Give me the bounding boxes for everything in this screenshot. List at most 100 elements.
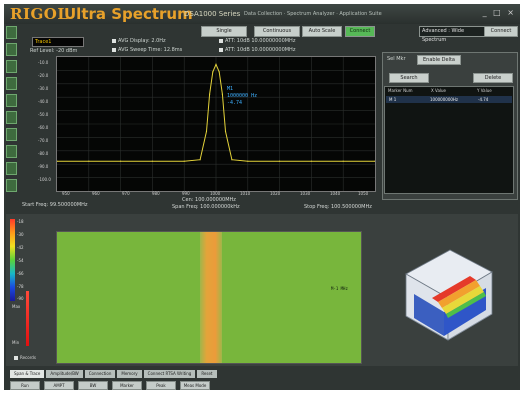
records-label: Records bbox=[20, 355, 36, 360]
marker-panel-title: Sel Mkr bbox=[387, 56, 406, 62]
single-sweep-button[interactable]: Single bbox=[201, 26, 247, 37]
x-tick: 980 bbox=[152, 191, 160, 196]
y-value-cell: -4.74 bbox=[478, 97, 489, 102]
scale-tick: -42 bbox=[17, 245, 24, 250]
file-icon[interactable] bbox=[6, 26, 17, 39]
display-icon[interactable] bbox=[6, 162, 17, 175]
meas-mode-button[interactable]: Meas Mode bbox=[180, 381, 210, 390]
function-keys: Run AMPT BW Marker Peak Meas Mode bbox=[10, 381, 214, 390]
avg-display-label: AVG Display: 2.0Hz bbox=[118, 38, 166, 44]
trace-point bbox=[120, 160, 122, 162]
cursor-icon[interactable] bbox=[6, 94, 17, 107]
trace-point bbox=[88, 160, 90, 162]
marker-button[interactable]: Marker bbox=[112, 381, 142, 390]
brand-logo: RIGOL bbox=[10, 5, 69, 23]
continuous-sweep-button[interactable]: Continuous bbox=[254, 26, 300, 37]
stop-frequency: Stop Freq: 100.500000MHz bbox=[304, 204, 372, 210]
trace-point bbox=[310, 160, 312, 162]
trace-point bbox=[221, 93, 223, 95]
delta-select[interactable]: Enable Delta bbox=[417, 55, 461, 65]
trace-point bbox=[199, 159, 201, 161]
tab-span-trace[interactable]: Span & Trace bbox=[10, 370, 45, 378]
ampt-button[interactable]: AMPT bbox=[44, 381, 74, 390]
level-scale bbox=[26, 291, 29, 346]
print-icon[interactable] bbox=[6, 60, 17, 73]
trace-point bbox=[209, 93, 211, 95]
application-window: RIGOL Ultra Spectrum DSA1000 Series Data… bbox=[4, 4, 520, 390]
trace-icon[interactable] bbox=[6, 128, 17, 141]
scale-tick: -66 bbox=[17, 271, 24, 276]
marker-icon[interactable] bbox=[6, 111, 17, 124]
delete-button[interactable]: Delete bbox=[473, 73, 513, 83]
att-value-2: 10.00000000MHz bbox=[251, 47, 296, 53]
series-name: DSA1000 Series bbox=[184, 10, 241, 18]
trace-point bbox=[215, 63, 217, 65]
spectrum-plot[interactable] bbox=[56, 56, 376, 192]
start-frequency: Start Freq: 99.500000MHz bbox=[22, 202, 88, 208]
bw-button[interactable]: BW bbox=[78, 381, 108, 390]
column-header: X Value bbox=[431, 88, 446, 93]
scale2-min: Min bbox=[12, 340, 20, 345]
span-frequency: Span Freq: 100.000000kHz bbox=[172, 204, 240, 210]
tab-connection[interactable]: Connection bbox=[84, 370, 116, 378]
y-tick: -80.0 bbox=[38, 151, 49, 156]
connect-button[interactable]: Connect bbox=[484, 26, 518, 37]
peak-button[interactable]: Peak bbox=[146, 381, 176, 390]
run-button[interactable]: Run bbox=[10, 381, 40, 390]
tab-amplitude-bw[interactable]: Amplitude/BW bbox=[46, 370, 83, 378]
x-value-cell: 100000000Hz bbox=[430, 97, 459, 102]
x-tick: 1040 bbox=[330, 191, 341, 196]
records-checkbox[interactable]: Records bbox=[14, 355, 36, 360]
save-icon[interactable] bbox=[6, 43, 17, 56]
marker-frequency: 1000000 Hz bbox=[227, 93, 258, 99]
zoom-icon[interactable] bbox=[6, 77, 17, 90]
tab-rtsa-writing[interactable]: Connect RTSA Writing bbox=[143, 370, 196, 378]
x-tick: 990 bbox=[182, 191, 190, 196]
y-tick: -100.0 bbox=[38, 177, 51, 182]
trace-point bbox=[212, 71, 214, 73]
waterfall-display[interactable] bbox=[56, 231, 362, 364]
help-icon[interactable] bbox=[6, 179, 17, 192]
avg-sweep-label: AVG Sweep Time: 12.8ms bbox=[118, 47, 183, 53]
trace-point bbox=[151, 160, 153, 162]
trace-point bbox=[57, 160, 58, 162]
att-label-2: ATT: 10dB bbox=[225, 47, 250, 53]
x-tick: 1030 bbox=[300, 191, 311, 196]
window-subtitle: Data Collection · Spectrum Analyzer · Ap… bbox=[244, 11, 382, 17]
trace-point bbox=[374, 160, 375, 162]
tab-reset[interactable]: Reset bbox=[197, 370, 217, 378]
trace-point bbox=[224, 130, 227, 132]
table-row[interactable]: M 1 100000000Hz -4.74 bbox=[386, 96, 512, 103]
marker-readout: M1 1000000 Hz -4.74 bbox=[227, 86, 257, 107]
scale-tick: -90 bbox=[17, 296, 24, 301]
y-tick: -30.0 bbox=[38, 86, 49, 91]
spectrum-3d-view[interactable] bbox=[392, 236, 504, 348]
settings-icon[interactable] bbox=[6, 145, 17, 158]
connect-status-button[interactable]: Connect bbox=[345, 26, 375, 37]
avg-sweep-checkbox[interactable]: AVG Sweep Time: 12.8ms bbox=[112, 47, 182, 53]
att-checkbox-1[interactable]: ATT: 10dB 10.00000000MHz bbox=[219, 38, 295, 44]
marker-num-cell: M 1 bbox=[389, 97, 397, 102]
trace-point bbox=[279, 160, 281, 162]
y-tick: -10.0 bbox=[38, 60, 49, 65]
y-tick: -60.0 bbox=[38, 125, 49, 130]
spectrum-trace-svg bbox=[57, 57, 375, 191]
column-header: Marker Num bbox=[388, 88, 413, 93]
mode-select[interactable]: Advanced : Wide Spectrum bbox=[419, 26, 485, 43]
window-controls[interactable]: _ □ × bbox=[482, 8, 516, 17]
scale-tick: -30 bbox=[17, 232, 24, 237]
trace-select[interactable]: Trace1 bbox=[32, 37, 84, 47]
y-tick: -50.0 bbox=[38, 112, 49, 117]
tab-memory[interactable]: Memory bbox=[117, 370, 142, 378]
x-tick: 1020 bbox=[270, 191, 281, 196]
waterfall-color-scale bbox=[10, 219, 15, 301]
att-checkbox-2[interactable]: ATT: 10dB 10.00000000MHz bbox=[219, 47, 295, 53]
bottom-tabs: Span & Trace Amplitude/BW Connection Memory… bbox=[10, 370, 219, 378]
trace-point bbox=[247, 160, 249, 162]
avg-display-checkbox[interactable]: AVG Display: 2.0Hz bbox=[112, 38, 166, 44]
auto-scale-button[interactable]: Auto Scale bbox=[302, 26, 342, 37]
x-tick: 960 bbox=[92, 191, 100, 196]
y-tick: -90.0 bbox=[38, 164, 49, 169]
scale-tick: -78 bbox=[17, 284, 24, 289]
search-button[interactable]: Search bbox=[389, 73, 429, 83]
